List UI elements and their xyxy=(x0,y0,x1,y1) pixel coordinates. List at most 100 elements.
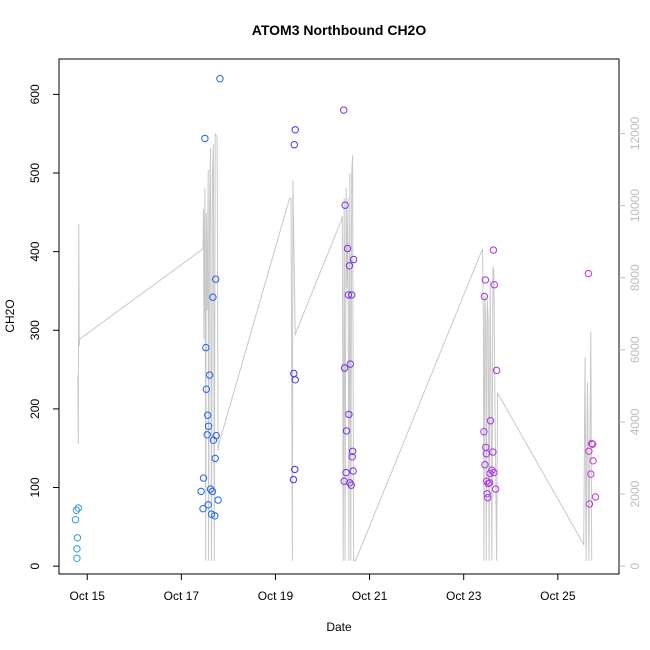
data-point-22 xyxy=(211,512,219,520)
data-point-17 xyxy=(206,485,215,493)
x-tick-label-0: Oct 15 xyxy=(70,589,106,603)
data-point-78 xyxy=(589,457,597,465)
data-point-46 xyxy=(347,481,355,489)
data-point-23 xyxy=(212,275,220,283)
plot-area xyxy=(58,58,620,575)
data-point-19 xyxy=(208,487,217,496)
y-axis-left: 0 100 200 300 400 500 600 xyxy=(28,84,59,569)
data-point-65 xyxy=(488,466,496,474)
data-point-28 xyxy=(289,475,298,484)
series-line xyxy=(77,133,593,562)
data-point-27 xyxy=(216,75,224,83)
data-point-39 xyxy=(342,427,351,435)
y2-tick-label-5: 10000 xyxy=(628,189,642,223)
y-axis-label: CH2O xyxy=(3,299,17,332)
data-point-6 xyxy=(197,487,205,496)
y2-tick-label-3: 6000 xyxy=(628,336,642,363)
data-point-12 xyxy=(203,431,211,439)
data-point-26 xyxy=(214,496,222,504)
data-point-67 xyxy=(489,246,498,254)
data-point-37 xyxy=(341,201,349,209)
data-point-64 xyxy=(486,417,495,425)
data-points xyxy=(71,75,600,562)
data-point-61 xyxy=(484,479,492,488)
y2-tick-label-2: 4000 xyxy=(628,408,642,435)
data-point-24 xyxy=(211,454,219,463)
data-point-15 xyxy=(205,371,214,379)
y2-tick-label-6: 12000 xyxy=(628,117,642,151)
y-tick-label-1: 100 xyxy=(28,477,42,497)
data-point-72 xyxy=(584,269,593,278)
data-point-21 xyxy=(209,293,217,301)
data-point-40 xyxy=(343,244,352,253)
y2-tick-label-4: 8000 xyxy=(628,264,642,291)
data-point-69 xyxy=(490,281,498,289)
data-point-49 xyxy=(348,447,357,455)
data-point-48 xyxy=(348,453,356,461)
secondary-series-line xyxy=(77,133,593,562)
data-point-77 xyxy=(588,440,597,448)
data-point-31 xyxy=(291,376,299,384)
data-point-34 xyxy=(340,106,348,114)
x-tick-label-2: Oct 19 xyxy=(258,589,294,603)
x-tick-label-4: Oct 23 xyxy=(446,589,482,603)
y-tick-label-2: 200 xyxy=(28,399,42,419)
x-tick-label-1: Oct 17 xyxy=(164,589,200,603)
data-point-62 xyxy=(485,479,494,487)
x-axis: Oct 15 Oct 17 Oct 19 Oct 21 Oct 23 Oct 25 xyxy=(70,574,576,603)
data-point-71 xyxy=(492,366,501,375)
data-point-68 xyxy=(490,468,498,477)
data-point-75 xyxy=(587,470,595,478)
data-point-53 xyxy=(480,292,489,301)
data-point-36 xyxy=(340,364,349,372)
data-point-10 xyxy=(202,343,210,352)
data-point-76 xyxy=(588,439,596,448)
data-point-16 xyxy=(204,501,212,509)
x-tick-label-5: Oct 25 xyxy=(540,589,576,603)
x-tick-label-3: Oct 21 xyxy=(352,589,388,603)
data-point-57 xyxy=(482,450,490,458)
data-point-38 xyxy=(342,468,350,477)
data-point-52 xyxy=(480,428,488,436)
data-point-66 xyxy=(489,448,497,456)
data-point-2 xyxy=(73,534,82,542)
data-point-11 xyxy=(202,385,211,393)
data-point-13 xyxy=(204,411,212,419)
x-axis-label: Date xyxy=(326,620,352,634)
data-point-14 xyxy=(204,422,213,430)
data-point-9 xyxy=(201,134,209,143)
data-point-51 xyxy=(349,255,358,264)
y-tick-label-0: 0 xyxy=(28,562,42,569)
data-point-60 xyxy=(484,494,492,502)
data-point-70 xyxy=(492,485,500,493)
data-point-59 xyxy=(483,490,491,498)
data-point-0 xyxy=(73,554,81,562)
y-tick-label-5: 500 xyxy=(28,163,42,183)
data-point-74 xyxy=(585,500,594,508)
data-point-7 xyxy=(199,505,207,513)
data-point-8 xyxy=(199,474,208,482)
y2-tick-label-1: 2000 xyxy=(628,480,642,507)
data-point-73 xyxy=(585,447,593,455)
data-point-50 xyxy=(349,467,357,475)
y-axis-right: 0 2000 4000 6000 8000 10000 12000 xyxy=(619,117,642,569)
data-point-41 xyxy=(344,291,353,299)
data-point-4 xyxy=(72,506,81,514)
y-tick-label-6: 600 xyxy=(28,84,42,104)
data-point-5 xyxy=(74,504,83,512)
y2-tick-label-0: 0 xyxy=(628,562,642,569)
data-point-3 xyxy=(71,516,80,524)
data-point-1 xyxy=(73,545,81,553)
data-point-79 xyxy=(591,493,600,501)
data-point-45 xyxy=(346,360,354,368)
data-point-42 xyxy=(345,410,353,419)
data-point-32 xyxy=(290,141,298,149)
data-point-25 xyxy=(212,431,220,440)
chart-title: ATOM3 Northbound CH2O xyxy=(252,22,427,38)
data-point-55 xyxy=(481,276,490,284)
data-point-47 xyxy=(348,291,356,299)
y-tick-label-3: 300 xyxy=(28,320,42,340)
data-point-30 xyxy=(291,465,299,474)
y-tick-label-4: 400 xyxy=(28,241,42,261)
